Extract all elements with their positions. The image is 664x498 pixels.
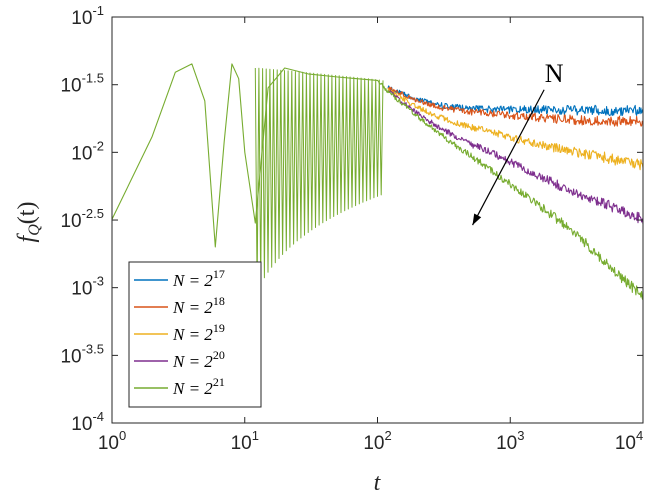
legend-label-4: N = 220	[172, 348, 225, 371]
series-line-5	[111, 63, 644, 301]
y-tick-label-3: 10-2.5	[60, 206, 104, 232]
series-line-3	[387, 88, 644, 171]
y-tick-label-1: 10-1.5	[60, 71, 104, 97]
legend-label-2: N = 218	[172, 294, 225, 317]
x-tick-label-2: 102	[363, 428, 391, 454]
y-tick-label-6: 10-4	[71, 409, 104, 435]
y-tick-label-0: 10-1	[71, 3, 104, 29]
y-axis-label-sub: Q	[26, 224, 43, 236]
x-tick-label-4: 104	[615, 428, 643, 454]
y-axis-label: fQ(t)	[14, 202, 43, 243]
y-axis-label-arg: (t)	[14, 202, 40, 225]
x-tick-label-3: 103	[496, 428, 524, 454]
legend-label-3: N = 219	[172, 321, 225, 344]
legend: N = 217 N = 218 N = 219 N = 220 N = 221	[128, 261, 262, 408]
series-line-2	[387, 86, 644, 127]
svg-text:fQ(t): fQ(t)	[14, 202, 43, 243]
series-oscillation-band	[254, 67, 384, 291]
series-line-1	[387, 85, 644, 117]
y-axis-label-main: f	[14, 232, 40, 242]
y-tick-label-4: 10-3	[71, 274, 104, 300]
legend-label-1: N = 217	[172, 267, 225, 290]
annotation-layer: N	[472, 59, 564, 226]
ticks-layer: 100 101 102 103 104 10-1 10-1.5 10-2 10-2.5 10-3 1…	[60, 3, 644, 454]
series-layer	[111, 63, 644, 301]
y-tick-label-5: 10-3.5	[60, 341, 104, 367]
x-axis-label: t	[374, 470, 382, 496]
x-tick-label-1: 101	[231, 428, 259, 454]
y-tick-label-2: 10-2	[71, 138, 104, 164]
legend-label-5: N = 221	[172, 375, 225, 398]
annotation-label: N	[545, 59, 564, 88]
annotation-arrow-head	[472, 213, 482, 226]
annotation-arrow-shaft	[472, 89, 545, 226]
x-tick-label-0: 100	[98, 428, 126, 454]
series-line-4	[387, 90, 644, 225]
